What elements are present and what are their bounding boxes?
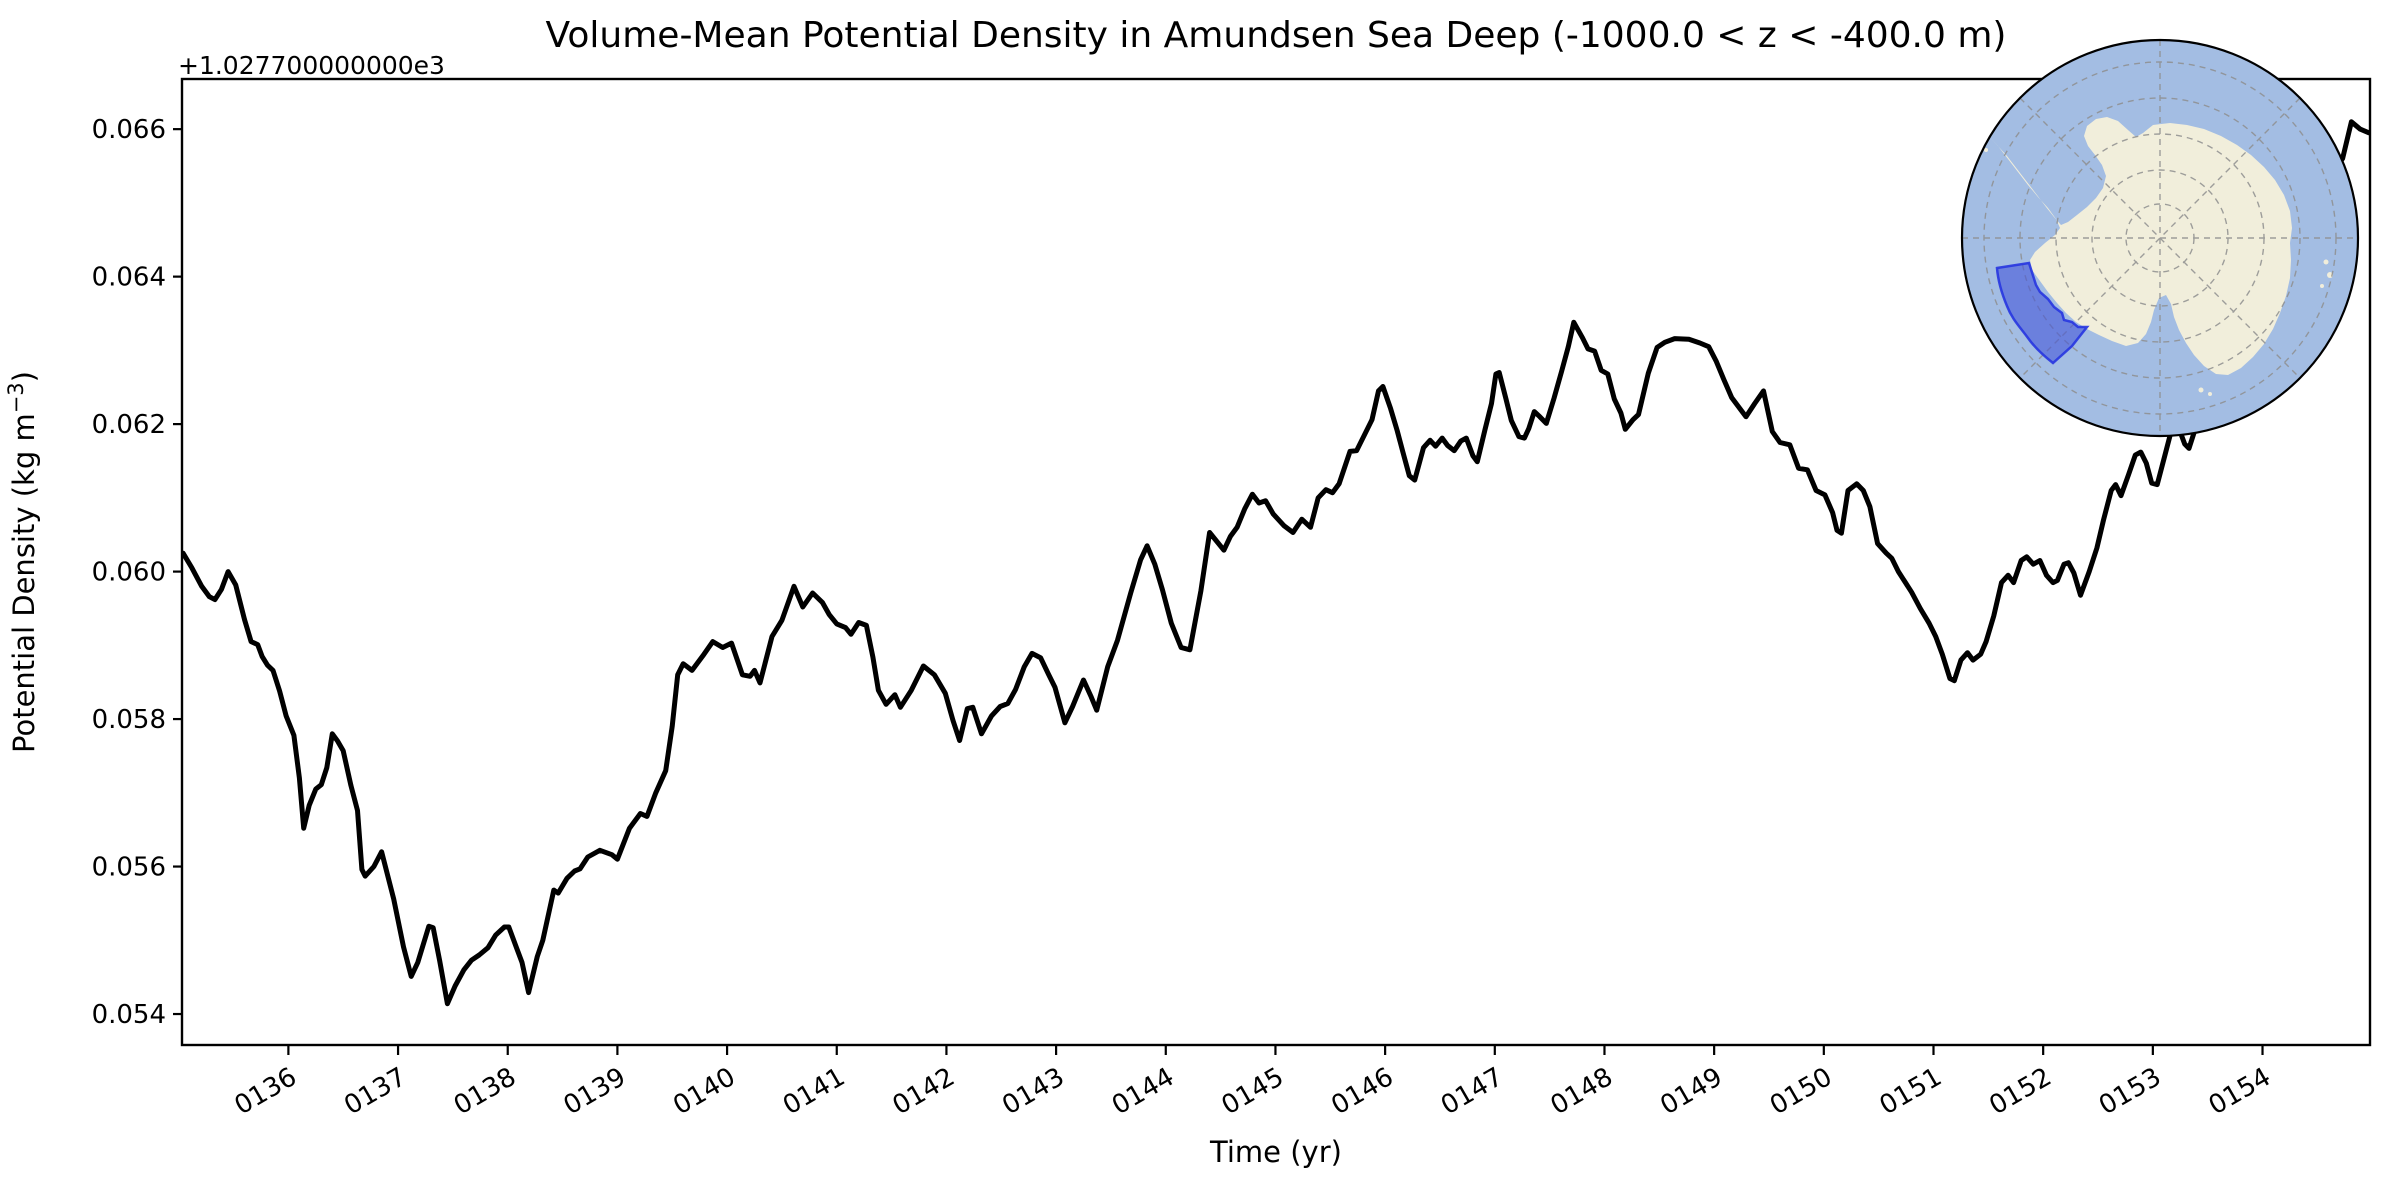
- chart-title: Volume-Mean Potential Density in Amundse…: [546, 15, 2007, 56]
- axis-ticks: 0136 0137 0138 0139 0140 0141 0142 0143 0144 0145…: [92, 115, 2276, 1121]
- y-tick-label: 0.066: [92, 115, 166, 145]
- x-tick-label: 0142: [888, 1062, 960, 1121]
- x-tick-label: 0141: [778, 1062, 850, 1121]
- x-tick-label: 0140: [668, 1062, 740, 1121]
- x-axis-label: Time (yr): [1209, 1135, 1342, 1169]
- x-tick-label: 0146: [1326, 1062, 1398, 1121]
- x-tick-label: 0147: [1436, 1062, 1508, 1121]
- x-tick-label: 0148: [1546, 1062, 1618, 1121]
- y-tick-label: 0.062: [92, 410, 166, 440]
- y-axis-label: Potential Density (kg m−3): [4, 371, 41, 753]
- y-tick-label: 0.060: [92, 558, 166, 588]
- x-tick-label: 0144: [1107, 1062, 1179, 1121]
- y-tick-label: 0.054: [92, 1000, 166, 1030]
- x-tick-label: 0153: [2094, 1062, 2166, 1121]
- y-tick-label: 0.064: [92, 263, 166, 293]
- y-axis-offset-text: +1.027700000000e3: [178, 51, 445, 80]
- plot-area-spines: [180, 77, 2372, 1047]
- antarctica-landmass: [1977, 117, 2333, 396]
- x-tick-label: 0136: [230, 1062, 302, 1121]
- data-line-potential-density: [182, 119, 2370, 1007]
- x-tick-label: 0143: [997, 1062, 1069, 1121]
- x-tick-label: 0137: [339, 1062, 411, 1121]
- x-tick-label: 0138: [449, 1062, 521, 1121]
- inset-map: [1960, 38, 2360, 438]
- x-tick-label: 0154: [2204, 1062, 2276, 1121]
- amundsen-sea-region: [1995, 261, 2090, 365]
- y-tick-label: 0.058: [92, 705, 166, 735]
- x-tick-label: 0152: [1984, 1062, 2056, 1121]
- x-tick-label: 0151: [1875, 1062, 1947, 1121]
- latitude-circle: [2019, 97, 2301, 379]
- x-tick-label: 0145: [1217, 1062, 1289, 1121]
- y-tick-label: 0.056: [92, 853, 166, 883]
- map-boundary-circle: [1960, 38, 2360, 438]
- x-tick-label: 0149: [1655, 1062, 1727, 1121]
- x-tick-label: 0150: [1765, 1062, 1837, 1121]
- x-tick-label: 0139: [559, 1062, 631, 1121]
